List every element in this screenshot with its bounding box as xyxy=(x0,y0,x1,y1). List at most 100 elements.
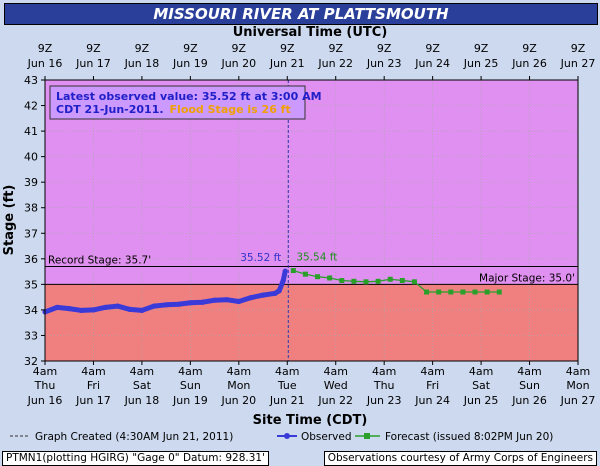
observed-point xyxy=(175,301,181,307)
x-tick-time: 4am xyxy=(81,365,105,378)
x-tick-time: 4am xyxy=(469,365,493,378)
observed-point xyxy=(199,299,206,305)
top-axis-label: Universal Time (UTC) xyxy=(233,25,388,40)
data-credit: Observations courtesy of Army Corps of E… xyxy=(323,451,597,466)
top-tick-date: Jun 20 xyxy=(220,57,256,70)
legend-observed-marker xyxy=(284,433,290,439)
top-tick-date: Jun 24 xyxy=(414,57,450,70)
x-tick-time: 4am xyxy=(130,365,154,378)
observed-point xyxy=(151,303,157,309)
x-tick-time: 4am xyxy=(420,365,444,378)
observed-point xyxy=(224,297,230,303)
record-stage-label: Record Stage: 35.7' xyxy=(48,254,151,266)
forecast-point xyxy=(290,268,296,274)
legend-observed-text: Observed xyxy=(301,431,352,443)
forecast-point xyxy=(327,275,333,281)
info-line-2a: CDT 21-Jun-2011. xyxy=(56,103,164,116)
forecast-point xyxy=(339,278,345,284)
top-tick-date: Jun 22 xyxy=(317,57,353,70)
x-tick-date: Jun 16 xyxy=(27,394,63,407)
top-tick-date: Jun 18 xyxy=(124,57,160,70)
top-tick-date: Jun 17 xyxy=(75,57,111,70)
x-tick-day: Wed xyxy=(324,379,348,392)
observed-point xyxy=(187,300,193,306)
forecast-point xyxy=(460,289,466,295)
x-tick-day: Thu xyxy=(34,379,56,392)
forecast-point xyxy=(375,278,381,284)
observed-point xyxy=(211,297,218,303)
observed-point xyxy=(102,304,109,310)
y-tick-label: 43 xyxy=(24,74,38,87)
top-tick-time: 9Z xyxy=(474,42,489,55)
top-tick-date: Jun 21 xyxy=(269,57,305,70)
observed-point xyxy=(139,307,145,314)
info-line-2: CDT 21-Jun-2011. Flood Stage is 26 ft xyxy=(56,103,291,116)
y-tick-label: 33 xyxy=(24,329,38,342)
x-tick-time: 4am xyxy=(33,365,57,378)
x-tick-date: Jun 21 xyxy=(269,394,305,407)
observed-point xyxy=(115,303,121,309)
legend-forecast-marker xyxy=(364,433,370,439)
forecast-point xyxy=(496,289,502,295)
observed-point xyxy=(272,290,278,296)
legend-forecast-text: Forecast (issued 8:02PM Jun 20) xyxy=(385,431,553,443)
observed-point xyxy=(276,288,282,294)
x-tick-time: 4am xyxy=(372,365,396,378)
observed-point xyxy=(54,304,60,310)
x-tick-day: Sat xyxy=(133,379,152,392)
observed-point xyxy=(236,298,242,305)
top-tick-date: Jun 19 xyxy=(172,57,208,70)
x-tick-day: Fri xyxy=(87,379,100,392)
x-tick-date: Jun 27 xyxy=(560,394,596,407)
forecast-point xyxy=(424,289,430,295)
x-tick-date: Jun 18 xyxy=(124,394,160,407)
observed-point xyxy=(78,307,84,314)
top-tick-time: 9Z xyxy=(522,42,537,55)
observed-point xyxy=(66,306,72,312)
top-tick-date: Jun 27 xyxy=(560,57,596,70)
x-tick-time: 4am xyxy=(566,365,590,378)
x-tick-date: Jun 23 xyxy=(366,394,402,407)
observed-peak-label: 35.52 ft xyxy=(240,252,281,264)
top-tick-time: 9Z xyxy=(425,42,440,55)
y-tick-label: 42 xyxy=(24,100,38,113)
observed-point xyxy=(163,302,169,308)
legend-created-text: Graph Created (4:30AM Jun 21, 2011) xyxy=(35,431,233,443)
top-tick-time: 9Z xyxy=(183,42,198,55)
top-tick-time: 9Z xyxy=(377,42,392,55)
info-line-2b: Flood Stage is 26 ft xyxy=(170,103,291,116)
x-tick-day: Thu xyxy=(373,379,395,392)
x-tick-date: Jun 19 xyxy=(172,394,208,407)
observed-point xyxy=(90,307,97,313)
top-tick-time: 9Z xyxy=(232,42,247,55)
y-tick-label: 35 xyxy=(24,278,38,291)
x-tick-date: Jun 25 xyxy=(463,394,499,407)
x-tick-date: Jun 26 xyxy=(511,394,547,407)
top-tick-time: 9Z xyxy=(328,42,343,55)
plot-background xyxy=(45,80,578,361)
observed-point xyxy=(280,277,286,284)
forecast-point xyxy=(351,278,357,284)
top-tick-time: 9Z xyxy=(86,42,101,55)
y-tick-label: 37 xyxy=(24,227,38,240)
observed-point xyxy=(282,268,288,274)
major-flood-band xyxy=(45,284,578,361)
x-tick-date: Jun 24 xyxy=(414,394,450,407)
forecast-point xyxy=(448,289,454,295)
y-tick-label: 32 xyxy=(24,355,38,368)
top-tick-time: 9Z xyxy=(280,42,295,55)
observed-point xyxy=(127,306,133,312)
bottom-axis-label: Site Time (CDT) xyxy=(253,413,368,428)
x-tick-day: Tue xyxy=(277,379,297,392)
x-tick-date: Jun 20 xyxy=(220,394,256,407)
top-tick-time: 9Z xyxy=(135,42,150,55)
x-tick-day: Sun xyxy=(180,379,201,392)
forecast-point xyxy=(472,289,478,295)
x-tick-day: Mon xyxy=(566,379,589,392)
x-tick-day: Sun xyxy=(519,379,540,392)
observed-point xyxy=(260,292,266,298)
y-tick-label: 34 xyxy=(24,304,38,317)
forecast-point xyxy=(436,289,442,295)
x-tick-date: Jun 22 xyxy=(317,394,353,407)
